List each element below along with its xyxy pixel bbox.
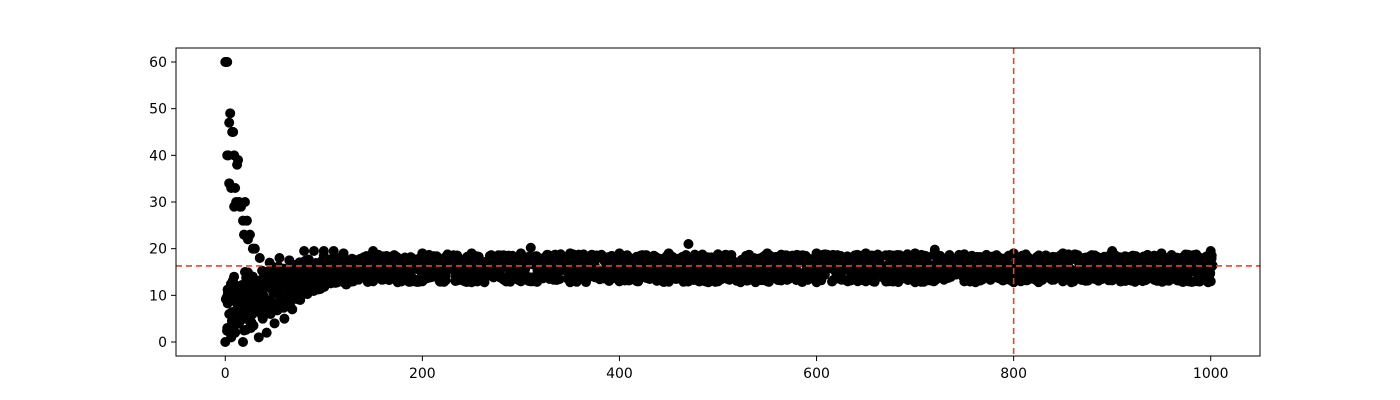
y-tick-label: 10 bbox=[149, 288, 167, 304]
x-axis-ticks: 0 200 400 600 800 1000 bbox=[221, 356, 1229, 382]
data-point bbox=[869, 276, 880, 287]
y-tick-label: 60 bbox=[149, 55, 167, 71]
data-point bbox=[254, 253, 265, 263]
data-point bbox=[261, 327, 272, 338]
data-point bbox=[872, 249, 883, 260]
data-point bbox=[308, 246, 319, 256]
axes-frame bbox=[175, 47, 1261, 357]
data-point bbox=[233, 155, 244, 165]
data-point bbox=[554, 274, 565, 285]
point-cloud bbox=[220, 249, 1218, 338]
data-point bbox=[222, 298, 233, 309]
data-point bbox=[525, 242, 536, 253]
reference-lines bbox=[176, 48, 1260, 356]
data-point bbox=[287, 304, 298, 315]
data-point bbox=[225, 108, 236, 119]
data-point bbox=[239, 197, 250, 207]
data-point bbox=[1003, 250, 1014, 261]
data-point bbox=[439, 276, 450, 287]
data-point bbox=[238, 337, 249, 347]
y-tick-label: 40 bbox=[149, 148, 167, 164]
data-point bbox=[242, 267, 253, 278]
x-tick-label: 1000 bbox=[1193, 366, 1229, 382]
y-tick-label: 0 bbox=[158, 335, 167, 351]
data-point bbox=[249, 243, 260, 254]
data-point bbox=[269, 318, 280, 329]
data-point bbox=[328, 246, 339, 256]
data-point bbox=[228, 322, 239, 333]
data-point bbox=[244, 229, 255, 240]
data-point bbox=[278, 302, 289, 313]
data-point bbox=[241, 215, 252, 226]
data-point bbox=[279, 313, 290, 324]
data-point bbox=[228, 127, 239, 137]
data-point bbox=[1206, 253, 1217, 264]
x-tick-label: 200 bbox=[409, 366, 436, 382]
y-tick-label: 50 bbox=[149, 102, 167, 118]
data-point bbox=[683, 239, 694, 249]
x-tick-label: 400 bbox=[606, 366, 633, 382]
y-tick-label: 30 bbox=[149, 195, 167, 211]
x-tick-label: 600 bbox=[803, 366, 830, 382]
data-point bbox=[224, 117, 235, 128]
x-tick-label: 0 bbox=[221, 366, 230, 382]
y-tick-label: 20 bbox=[149, 242, 167, 258]
data-point bbox=[229, 271, 240, 282]
data-point bbox=[253, 332, 264, 343]
x-tick-label: 800 bbox=[1000, 366, 1027, 382]
y-axis-ticks: 0 10 20 30 40 50 60 bbox=[149, 55, 176, 351]
points-layer bbox=[220, 57, 1218, 347]
data-point bbox=[299, 246, 310, 256]
data-point bbox=[222, 57, 233, 67]
data-point bbox=[274, 253, 285, 263]
data-point bbox=[248, 320, 259, 331]
data-point bbox=[391, 252, 402, 263]
data-point bbox=[543, 249, 553, 260]
data-point bbox=[230, 183, 241, 193]
data-point bbox=[333, 275, 344, 286]
